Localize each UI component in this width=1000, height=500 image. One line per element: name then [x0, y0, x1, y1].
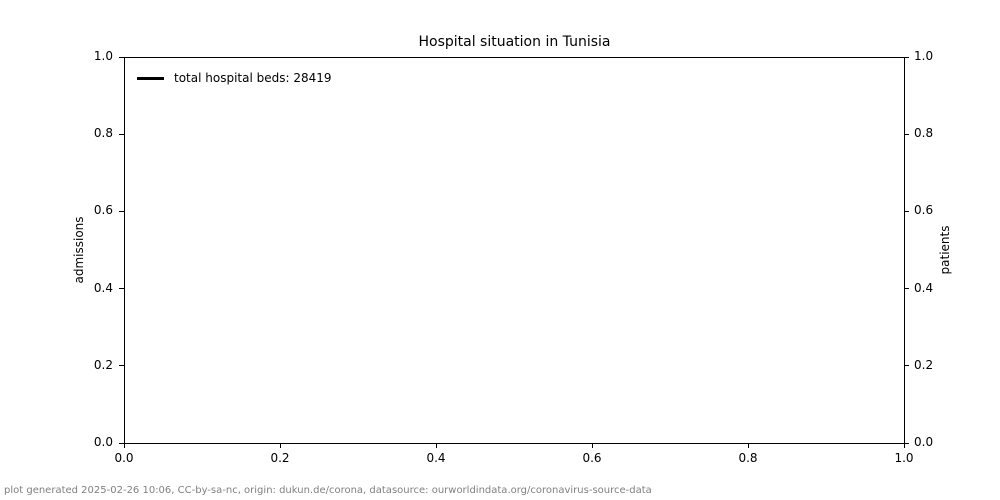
x-axis-tick-mark	[435, 443, 437, 448]
y-axis-right-tick-mark	[904, 442, 909, 444]
x-axis-tick-label: 0.4	[426, 451, 446, 465]
y-axis-right-tick-mark	[904, 133, 909, 135]
y-axis-left-tick-mark	[119, 442, 124, 444]
x-axis-tick-label: 1.0	[894, 451, 914, 465]
y-axis-right-tick-mark	[904, 56, 909, 58]
y-axis-right-tick-mark	[904, 210, 909, 212]
x-axis-tick-label: 0.8	[738, 451, 758, 465]
y-axis-left-label: admissions	[72, 216, 86, 284]
y-axis-right-tick-label: 0.6	[914, 203, 934, 218]
legend-line-swatch	[137, 76, 164, 80]
y-axis-left-tick-label: 0.6	[93, 203, 113, 218]
y-axis-right-tick-label: 0.0	[914, 435, 934, 449]
y-axis-right-tick-label: 0.4	[914, 280, 934, 295]
y-axis-right-tick-mark	[904, 288, 909, 290]
y-axis-right-tick-mark	[904, 365, 909, 367]
y-axis-left-tick-label: 0.0	[93, 435, 113, 449]
legend-label: total hospital beds: 28419	[174, 71, 332, 85]
x-axis-tick-mark	[747, 443, 749, 448]
x-axis-tick-mark	[279, 443, 281, 448]
y-axis-right-tick-label: 1.0	[914, 49, 934, 63]
footer-attribution: plot generated 2025-02-26 10:06, CC-by-s…	[4, 485, 652, 496]
y-axis-left-tick-label: 0.8	[93, 126, 113, 141]
y-axis-right-label: patients	[938, 225, 952, 275]
x-axis-tick-label: 0.2	[270, 451, 290, 465]
chart-title: Hospital situation in Tunisia	[418, 34, 611, 50]
y-axis-left-tick-mark	[119, 210, 124, 212]
y-axis-right-tick-label: 0.2	[914, 357, 934, 372]
legend: total hospital beds: 28419	[137, 70, 332, 86]
y-axis-left-tick-mark	[119, 288, 124, 290]
y-axis-left-tick-label: 0.2	[93, 357, 113, 372]
x-axis-tick-mark	[123, 443, 125, 448]
y-axis-left-tick-mark	[119, 56, 124, 58]
y-axis-left-tick-mark	[119, 365, 124, 367]
x-axis-tick-label: 0.0	[114, 451, 134, 465]
y-axis-left-tick-mark	[119, 133, 124, 135]
x-axis-tick-label: 0.6	[582, 451, 602, 465]
x-axis-tick-mark	[591, 443, 593, 448]
x-axis-tick-mark	[903, 443, 905, 448]
y-axis-left-tick-label: 1.0	[93, 49, 113, 63]
plot-area: total hospital beds: 28419	[124, 57, 905, 444]
y-axis-left-tick-label: 0.4	[93, 280, 113, 295]
y-axis-right-tick-label: 0.8	[914, 126, 934, 141]
